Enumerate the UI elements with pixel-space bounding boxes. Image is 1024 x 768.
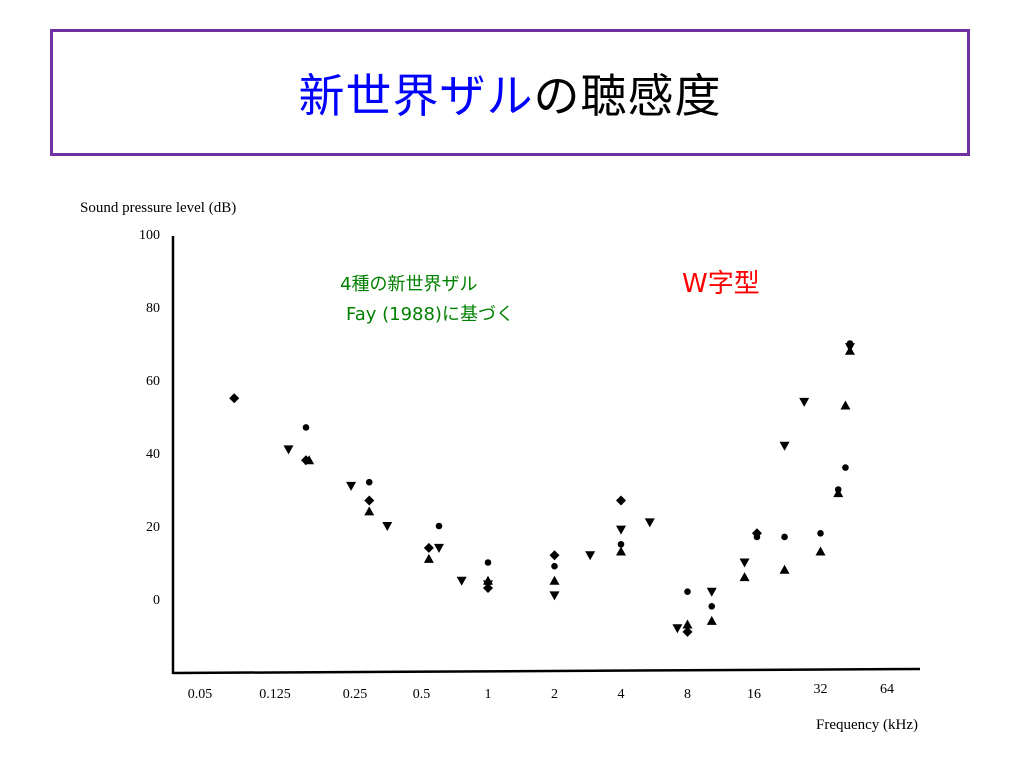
data-point-triangle-up xyxy=(423,553,434,563)
data-point-triangle-up xyxy=(815,546,826,556)
title-box: 新世界ザルの聴感度 xyxy=(50,29,970,156)
data-point-triangle-down xyxy=(739,558,750,568)
data-point-circle xyxy=(435,522,443,530)
data-point-circle xyxy=(708,603,716,610)
x-tick-label: 8 xyxy=(684,687,691,702)
data-point-triangle-up xyxy=(706,615,717,625)
x-tick-label: 0.125 xyxy=(259,687,291,702)
data-point-circle xyxy=(484,559,492,566)
data-point-triangle-down xyxy=(382,522,393,531)
data-point-triangle-up xyxy=(840,400,851,410)
data-point-diamond xyxy=(549,550,560,561)
x-tick-label: 16 xyxy=(747,687,761,702)
y-tick-label: 80 xyxy=(146,301,160,316)
data-point-diamond xyxy=(423,542,434,553)
y-tick-label: 0 xyxy=(153,593,160,608)
title-part1: 新世界ザル xyxy=(298,68,534,123)
x-tick-label: 4 xyxy=(618,687,625,702)
x-tick-label: 0.25 xyxy=(343,687,368,702)
data-point-triangle-down xyxy=(644,518,655,528)
data-point-triangle-down xyxy=(706,587,717,597)
data-point-diamond xyxy=(364,495,375,506)
data-point-triangle-down xyxy=(799,397,810,407)
x-axis-label: Frequency (kHz) xyxy=(816,717,918,733)
data-point-triangle-up xyxy=(739,572,750,582)
x-tick-label: 1 xyxy=(485,687,492,702)
x-tick-label: 2 xyxy=(551,687,558,702)
data-point-circle xyxy=(302,424,310,431)
data-point-triangle-down xyxy=(283,445,294,455)
data-point-circle xyxy=(684,588,691,595)
data-point-triangle-down xyxy=(585,551,596,561)
data-point-triangle-down xyxy=(549,591,560,601)
x-tick-labels: 0.05 0.125 0.25 0.5 1 2 4 8 16 32 64 xyxy=(188,682,894,702)
x-tick-label: 32 xyxy=(814,682,828,697)
data-point-triangle-up xyxy=(616,546,626,556)
data-point-diamond xyxy=(229,393,240,404)
data-point-circle xyxy=(842,464,849,471)
data-point-triangle-up xyxy=(779,564,790,574)
data-point-circle xyxy=(753,533,761,541)
species-annotation: 4種の新世界ザル xyxy=(340,274,477,295)
y-tick-label: 40 xyxy=(146,447,160,462)
data-point-triangle-up xyxy=(682,619,693,629)
title-part2: の聴感度 xyxy=(533,68,722,123)
y-tick-label: 100 xyxy=(139,228,160,243)
data-point-circle xyxy=(781,533,788,541)
shape-annotation: W字型 xyxy=(682,269,760,299)
data-point-triangle-down xyxy=(616,525,626,535)
data-point-triangle-up xyxy=(304,455,315,465)
data-point-triangle-down xyxy=(779,441,790,451)
data-points xyxy=(229,340,855,637)
data-point-circle xyxy=(617,540,625,548)
data-point-triangle-up xyxy=(364,506,375,516)
data-point-triangle-down xyxy=(844,343,855,353)
y-axis-label: Sound pressure level (dB) xyxy=(80,200,236,216)
y-tick-label: 20 xyxy=(146,520,160,535)
data-point-circle xyxy=(817,530,824,537)
data-point-triangle-down xyxy=(433,543,444,553)
x-tick-label: 64 xyxy=(880,682,894,697)
y-tick-labels: 0 20 40 60 80 100 xyxy=(139,228,160,608)
data-point-circle xyxy=(365,478,373,486)
data-point-triangle-up xyxy=(549,575,560,585)
source-annotation: Fay (1988)に基づく xyxy=(346,304,514,325)
data-point-triangle-down xyxy=(346,481,357,491)
data-point-diamond xyxy=(682,626,693,637)
data-point-triangle-down xyxy=(483,580,493,590)
x-tick-label: 0.05 xyxy=(188,687,213,702)
data-point-diamond xyxy=(616,495,626,506)
data-point-triangle-down xyxy=(456,576,467,586)
x-tick-label: 0.5 xyxy=(413,687,431,702)
y-tick-label: 60 xyxy=(146,374,160,389)
data-point-triangle-down xyxy=(672,624,683,634)
data-point-triangle-up xyxy=(833,488,844,498)
slide-title: 新世界ザルの聴感度 xyxy=(299,60,722,126)
data-point-circle xyxy=(551,562,558,570)
x-axis xyxy=(172,667,921,675)
